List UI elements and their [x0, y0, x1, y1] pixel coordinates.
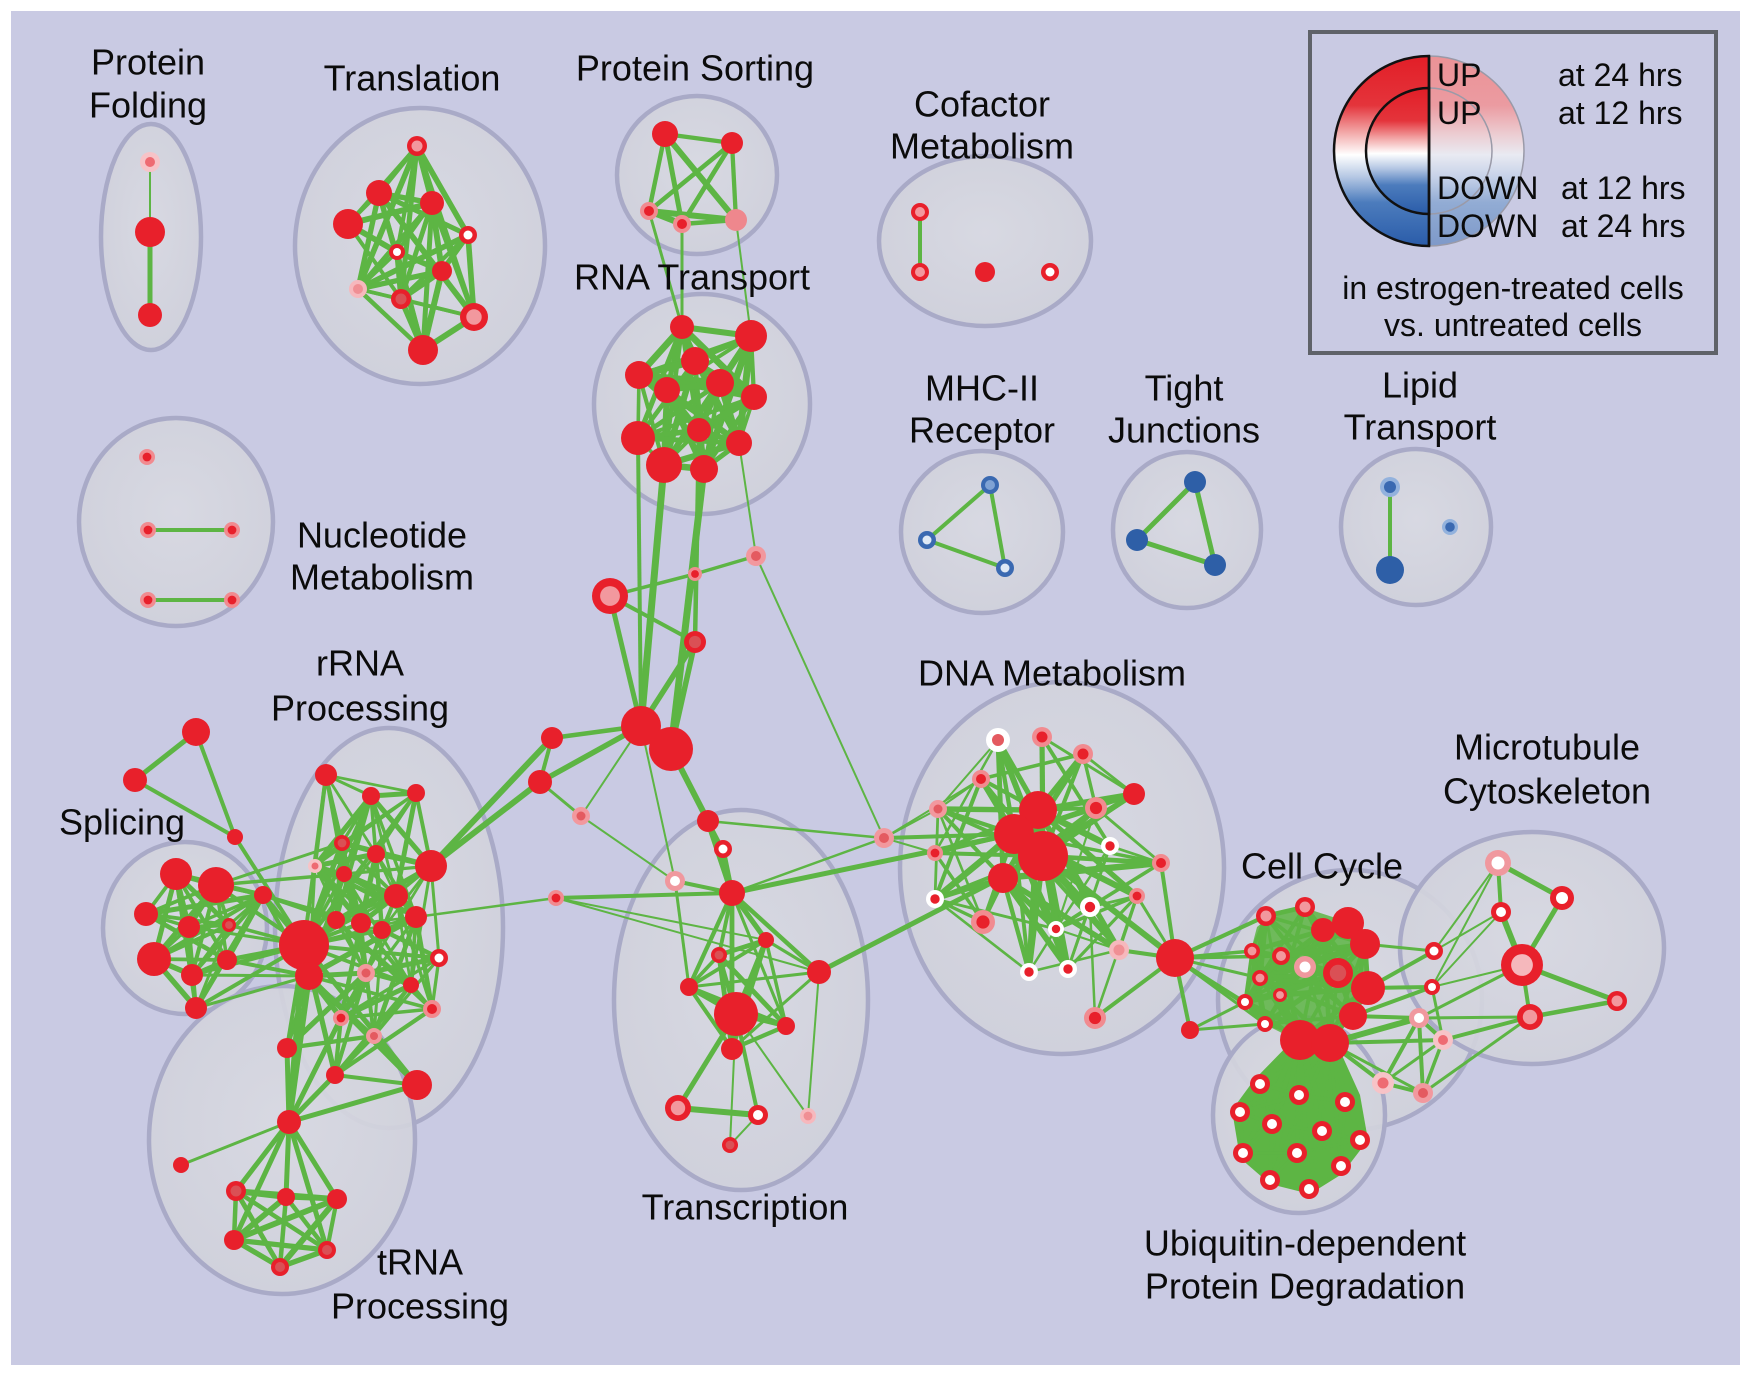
svg-text:Tight: Tight: [1145, 368, 1224, 409]
svg-text:Metabolism: Metabolism: [890, 126, 1074, 167]
svg-text:Protein Sorting: Protein Sorting: [576, 48, 814, 89]
svg-text:Cell Cycle: Cell Cycle: [1241, 846, 1403, 887]
svg-text:RNA Transport: RNA Transport: [574, 257, 810, 298]
svg-text:in estrogen-treated cells: in estrogen-treated cells: [1342, 270, 1684, 306]
svg-text:Junctions: Junctions: [1108, 410, 1260, 451]
svg-text:MHC-II: MHC-II: [925, 368, 1039, 409]
svg-text:at 24 hrs: at 24 hrs: [1558, 57, 1683, 93]
svg-text:tRNA: tRNA: [377, 1242, 463, 1283]
svg-text:Folding: Folding: [89, 85, 207, 126]
svg-text:Ubiquitin-dependent: Ubiquitin-dependent: [1144, 1223, 1466, 1264]
svg-text:Cytoskeleton: Cytoskeleton: [1443, 771, 1651, 812]
svg-text:Lipid: Lipid: [1382, 365, 1458, 406]
svg-text:Metabolism: Metabolism: [290, 557, 474, 598]
svg-text:Cofactor: Cofactor: [914, 84, 1050, 125]
svg-text:rRNA: rRNA: [316, 643, 404, 684]
svg-text:Processing: Processing: [271, 688, 449, 729]
svg-text:UP: UP: [1437, 57, 1481, 93]
svg-text:Nucleotide: Nucleotide: [297, 515, 467, 556]
svg-text:DNA Metabolism: DNA Metabolism: [918, 653, 1186, 694]
svg-text:Transport: Transport: [1344, 407, 1497, 448]
svg-text:at 12 hrs: at 12 hrs: [1561, 170, 1686, 206]
svg-text:DOWN: DOWN: [1437, 208, 1538, 244]
svg-text:UP: UP: [1437, 95, 1481, 131]
svg-text:Protein Degradation: Protein Degradation: [1145, 1266, 1465, 1307]
svg-text:Translation: Translation: [324, 58, 501, 99]
svg-text:DOWN: DOWN: [1437, 170, 1538, 206]
svg-text:vs. untreated cells: vs. untreated cells: [1384, 307, 1642, 343]
svg-text:Transcription: Transcription: [642, 1187, 849, 1228]
svg-text:Processing: Processing: [331, 1286, 509, 1327]
svg-text:at 24 hrs: at 24 hrs: [1561, 208, 1686, 244]
svg-text:Microtubule: Microtubule: [1454, 727, 1640, 768]
svg-text:Receptor: Receptor: [909, 410, 1055, 451]
svg-text:Splicing: Splicing: [59, 802, 185, 843]
svg-text:Protein: Protein: [91, 42, 205, 83]
svg-text:at 12 hrs: at 12 hrs: [1558, 95, 1683, 131]
